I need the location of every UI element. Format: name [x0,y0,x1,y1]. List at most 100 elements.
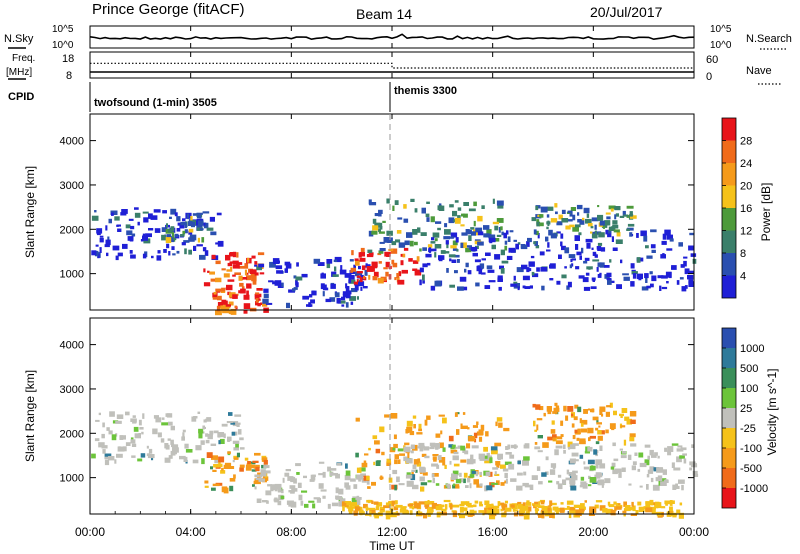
heatmap-cell [376,502,383,507]
heatmap-cell [284,261,291,266]
heatmap-cell [570,485,577,491]
nsky-panel: N.Sky 10^5 10^0 10^5 10^0 N.Search [4,24,792,51]
heatmap-cell [288,289,295,293]
heatmap-cell [132,415,136,418]
heatmap-cell [579,438,586,442]
heatmap-cell [430,248,437,252]
heatmap-cell [661,286,668,290]
heatmap-cell [282,477,285,483]
heatmap-cell [435,505,443,511]
heatmap-cell [534,508,540,512]
heatmap-cell [329,297,336,302]
heatmap-cell [374,440,380,445]
heatmap-cell [91,250,97,256]
heatmap-cell [563,444,566,450]
heatmap-cell [563,450,566,454]
heatmap-cell [549,500,553,506]
heatmap-cell [430,216,435,223]
heatmap-cell [650,283,654,288]
heatmap-cell [256,498,262,503]
heatmap-cell [675,485,680,489]
heatmap-cell [659,285,662,291]
heatmap-cell [277,500,282,506]
heatmap-cell [459,513,465,519]
heatmap-cell [174,233,179,238]
heatmap-cell [630,281,635,287]
heatmap-cell [424,502,430,508]
heatmap-cell [588,475,591,479]
heatmap-cell [180,234,185,237]
heatmap-cell [371,481,376,486]
heatmap-cell [122,446,127,452]
heatmap-cell [448,435,454,442]
heatmap-cell [632,505,636,512]
heatmap-cell [340,265,343,271]
heatmap-cell [210,443,217,446]
heatmap-cell [205,418,208,422]
heatmap-cell [665,271,672,278]
heatmap-cell [596,267,599,272]
heatmap-cell [672,484,677,490]
heatmap-cell [271,484,276,491]
heatmap-cell [471,510,477,514]
heatmap-cell [310,474,316,481]
heatmap-cell [372,435,378,440]
heatmap-cell [606,216,611,220]
heatmap-cell [154,228,161,233]
heatmap-cell [569,482,576,487]
heatmap-cell [537,505,545,508]
heatmap-cell [143,217,149,223]
heatmap-cell [597,242,603,246]
heatmap-cell [497,275,503,280]
heatmap-cell [108,218,112,224]
heatmap-cell [569,224,575,228]
heatmap-cell [677,445,683,448]
heatmap-cell [453,451,459,455]
heatmap-cell [419,467,426,473]
heatmap-cell [345,485,351,490]
heatmap-cell [657,275,664,279]
heatmap-cell [556,481,560,485]
heatmap-cell [403,247,409,251]
heatmap-cell [365,264,371,267]
heatmap-cell [213,464,220,468]
heatmap-cell [560,420,564,426]
heatmap-cell [516,267,524,273]
heatmap-cell [472,504,477,508]
heatmap-cell [605,508,613,514]
heatmap-cell [467,229,472,235]
heatmap-cell [474,500,479,504]
heatmap-cell [521,264,528,270]
heatmap-cell [437,227,441,231]
heatmap-cell [383,505,390,509]
heatmap-cell [191,416,197,422]
heatmap-cell [597,435,603,441]
heatmap-cell [569,264,572,269]
heatmap-cell [560,233,564,239]
heatmap-cell [334,292,340,298]
heatmap-cell [142,235,148,241]
heatmap-cell [385,513,391,520]
heatmap-cell [256,288,263,291]
colorbar-tick-label: 16 [740,203,752,215]
heatmap-cell [179,222,185,229]
heatmap-cell [317,262,325,266]
heatmap-cell [227,437,230,442]
heatmap-cell [437,455,442,461]
heatmap-cell [561,209,566,214]
heatmap-cell [473,479,479,485]
heatmap-cell [536,418,543,421]
heatmap-cell [452,248,458,251]
heatmap-cell [436,511,441,518]
heatmap-cell [109,411,115,417]
heatmap-cell [460,445,466,451]
x-tick-label: 00:00 [75,525,105,539]
heatmap-cell [102,422,105,428]
heatmap-cell [276,270,283,274]
heatmap-cell [245,272,249,275]
heatmap-cell [676,509,681,514]
heatmap-cell [239,282,244,287]
heatmap-cell [477,231,484,236]
heatmap-cell [493,238,500,242]
